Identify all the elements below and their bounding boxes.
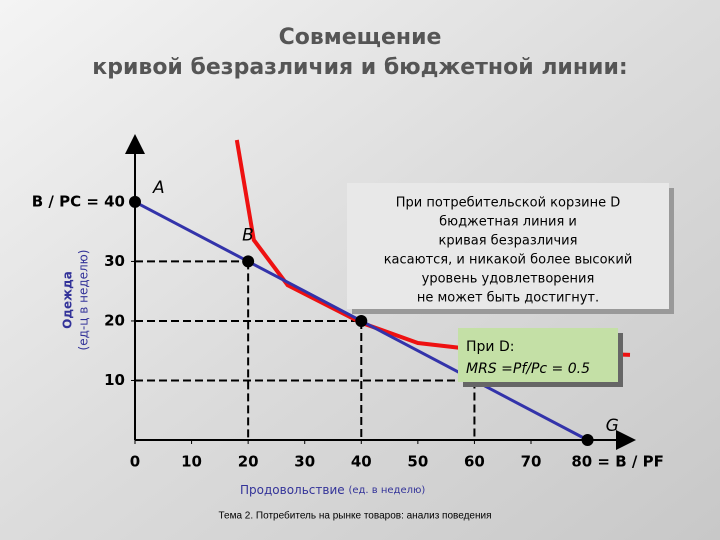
point-label: B: [242, 225, 254, 245]
x-tick-label: 60: [464, 453, 485, 471]
note-line: не может быть достигнут.: [417, 291, 599, 306]
footer: Тема 2. Потребитель на рынке товаров: ан…: [218, 510, 491, 522]
note-line: уровень удовлетворения: [422, 272, 595, 287]
point: [581, 434, 594, 446]
y-label: (ед-ц в неделю): [77, 250, 91, 351]
x-tick-label: 30: [294, 453, 315, 471]
mrs-line: При D:: [466, 339, 514, 355]
x-tick-label: 70: [521, 453, 542, 471]
x-label: (ед. в неделю): [348, 485, 425, 496]
y-tick-label: 10: [104, 371, 125, 389]
y-tick-label: 30: [104, 252, 125, 270]
note-line: бюджетная линия и: [439, 215, 577, 230]
mrs-box: [458, 328, 618, 382]
x-tick-label: 0: [130, 453, 140, 471]
note-line: При потребительской корзине D: [396, 196, 621, 211]
note-line: касаются, и никакой более высокий: [384, 253, 633, 268]
point: [129, 195, 141, 208]
x-tick-label: 40: [351, 453, 372, 471]
mrs-line: MRS =Pf/Pc = 0.5: [466, 361, 590, 377]
title: кривой безразличия и бюджетной линии:: [92, 55, 627, 80]
point-label: G: [606, 416, 619, 436]
point: [242, 255, 255, 268]
note-box: [347, 183, 669, 309]
x-tick-label: 80 = B / PF: [571, 453, 663, 471]
note-line: кривая безразличия: [439, 234, 578, 249]
x-label: Продовольствие (ед. в неделю): [240, 483, 425, 497]
x-label: Продовольствие: [240, 483, 345, 497]
x-tick-label: 50: [407, 453, 428, 471]
notes: При потребительской корзине D бюджетная л…: [347, 183, 674, 387]
plot: 0 10 20 30 40 50 60 70 80 = B / PF 10 20 30 B / PC =…: [32, 139, 664, 471]
x-tick-label: 10: [181, 453, 202, 471]
y-label: Одежда: [61, 271, 75, 329]
y-tick-label: 20: [104, 311, 125, 329]
point-label: A: [152, 178, 165, 198]
y-tick-label: B / PC = 40: [32, 192, 125, 210]
title: Совмещение: [279, 25, 442, 50]
x-tick-label: 20: [238, 453, 259, 471]
point: [355, 314, 368, 327]
